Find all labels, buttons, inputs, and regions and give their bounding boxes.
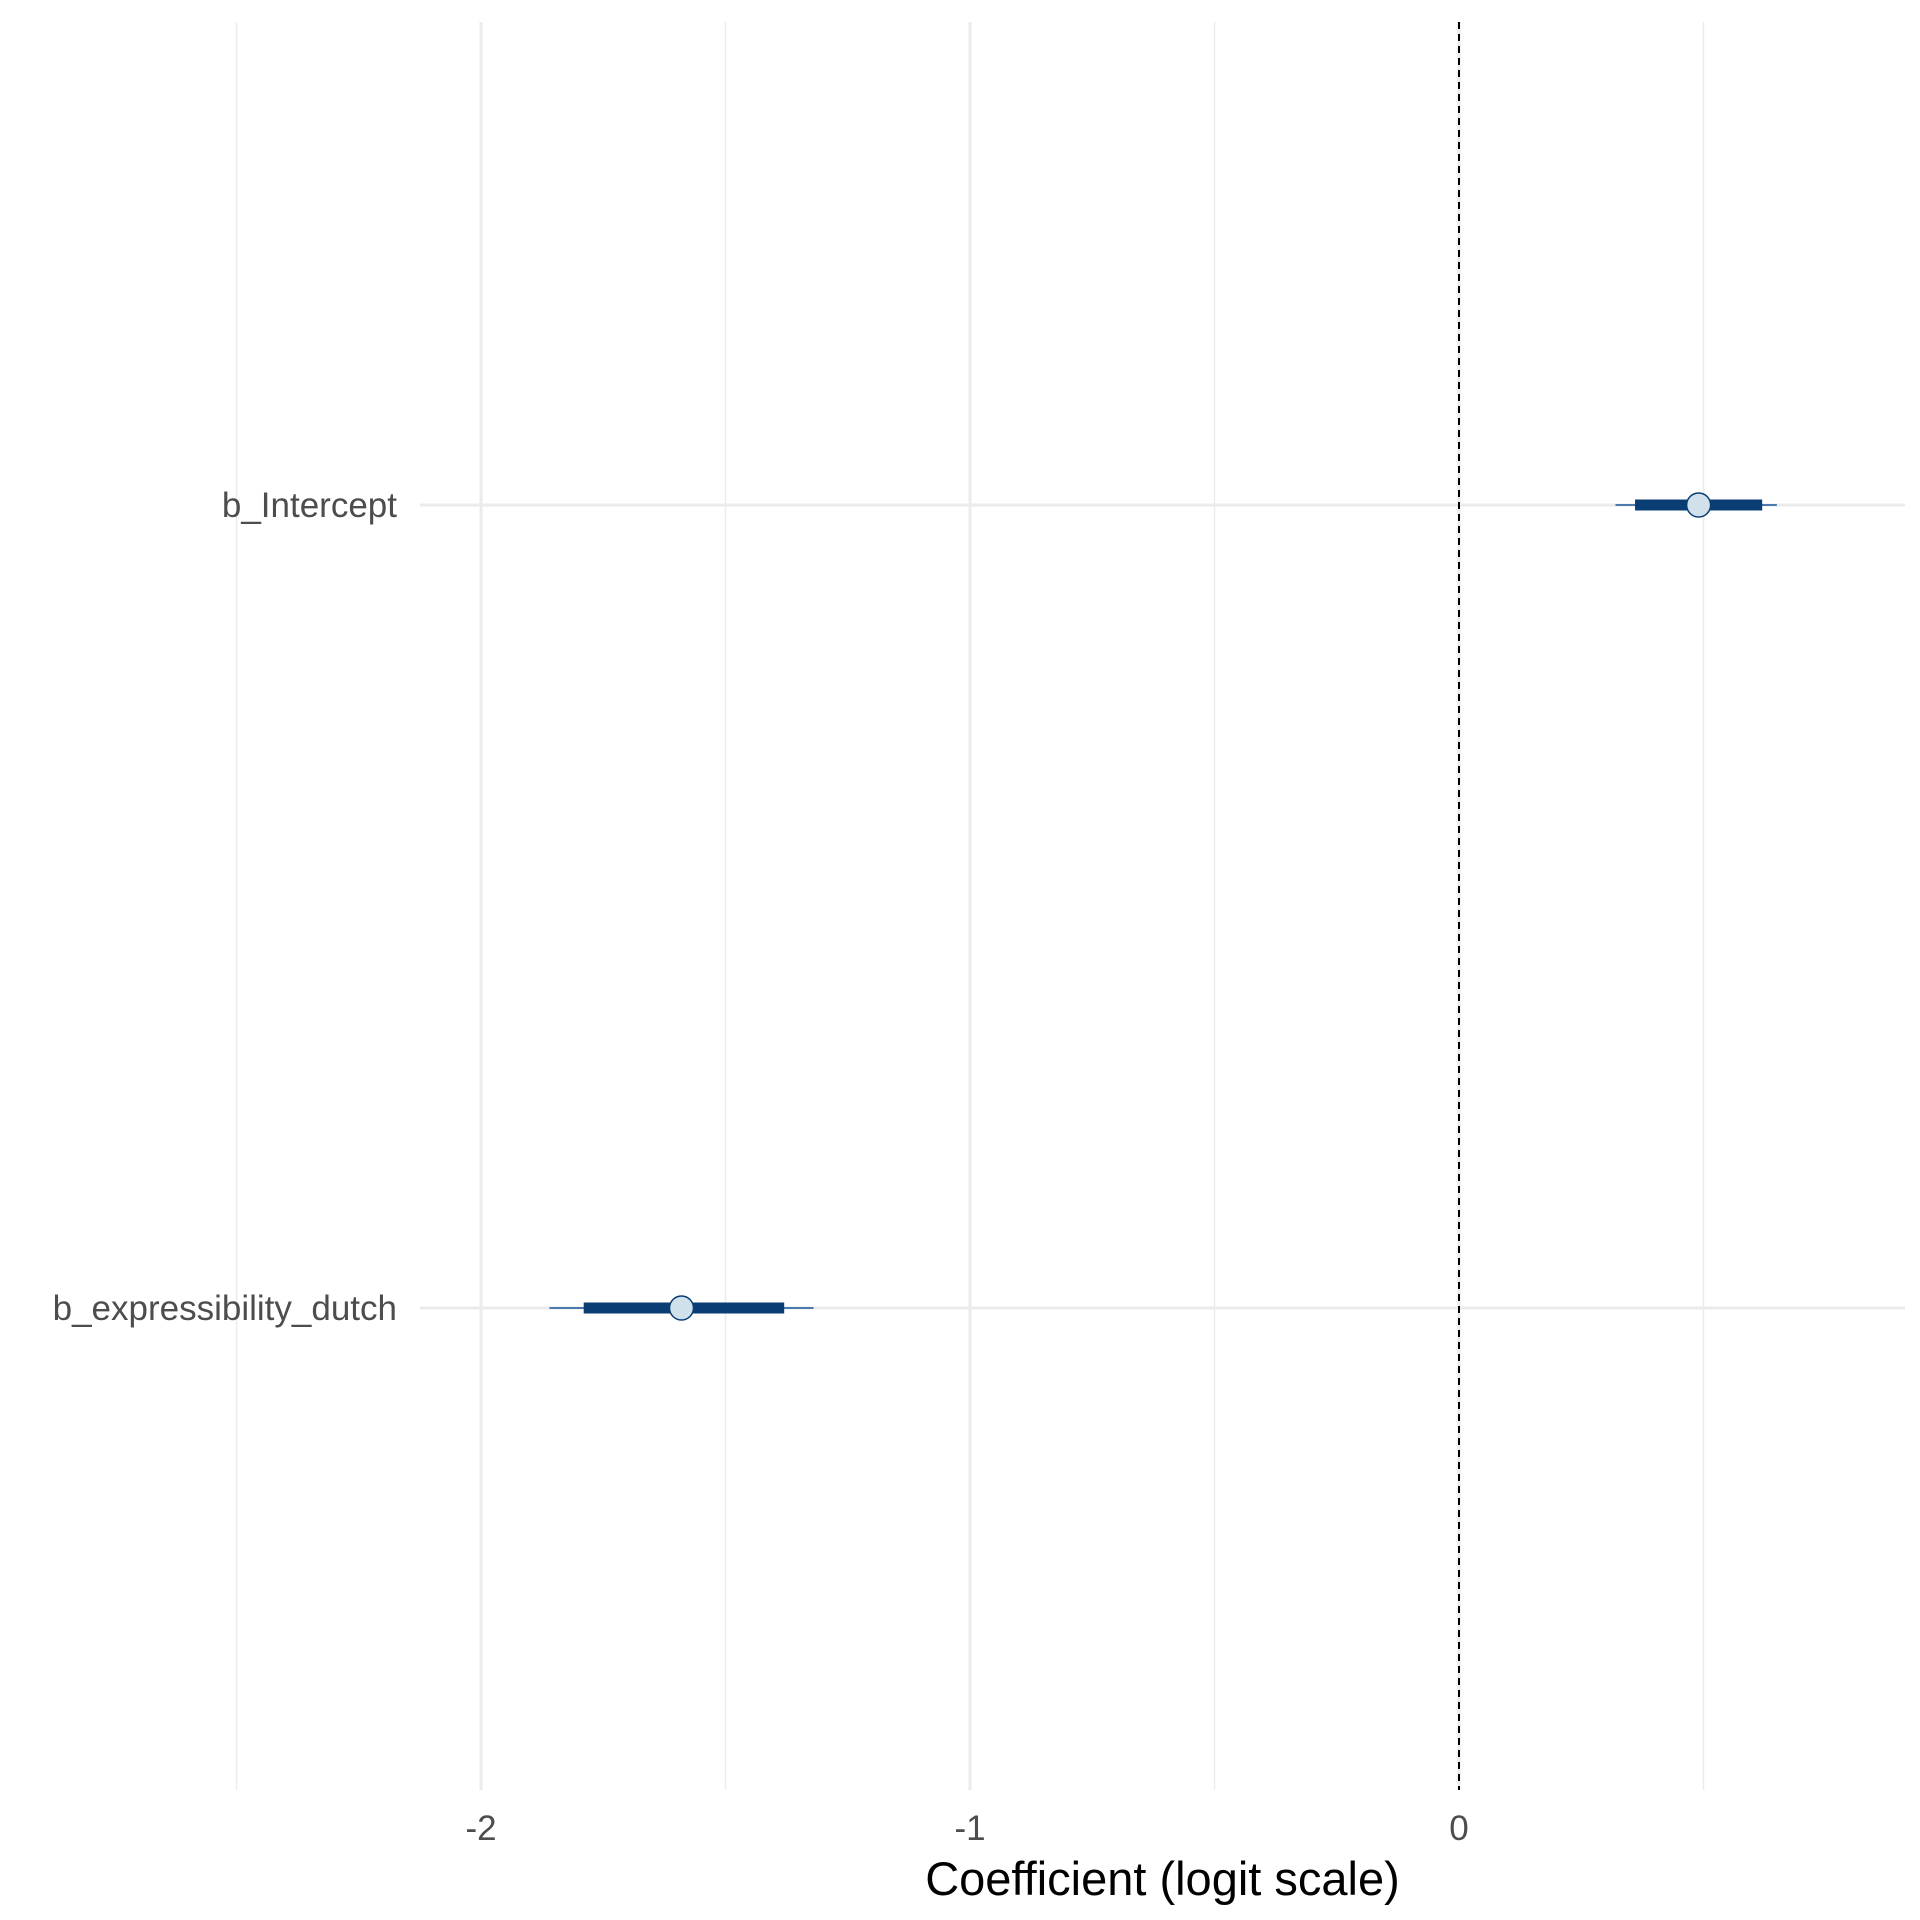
y-tick-labels: b_Intercept b_expressibility_dutch — [53, 486, 398, 1328]
x-tick-labels: -2 -1 0 — [465, 1809, 1468, 1848]
interval-marks-layer — [549, 492, 1777, 1321]
x-axis-title: Coefficient (logit scale) — [925, 1852, 1400, 1905]
grid-layer — [235, 22, 1905, 1790]
point-estimate — [668, 1295, 695, 1321]
x-tick-label: -2 — [465, 1809, 496, 1848]
y-tick-label: b_expressibility_dutch — [53, 1289, 397, 1328]
x-tick-label: -1 — [954, 1809, 985, 1848]
point-estimate — [1685, 492, 1712, 518]
x-tick-label: 0 — [1449, 1809, 1468, 1848]
y-tick-label: b_Intercept — [222, 486, 397, 525]
